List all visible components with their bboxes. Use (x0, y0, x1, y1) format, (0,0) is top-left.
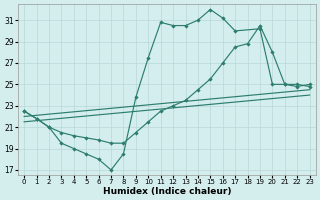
X-axis label: Humidex (Indice chaleur): Humidex (Indice chaleur) (103, 187, 231, 196)
